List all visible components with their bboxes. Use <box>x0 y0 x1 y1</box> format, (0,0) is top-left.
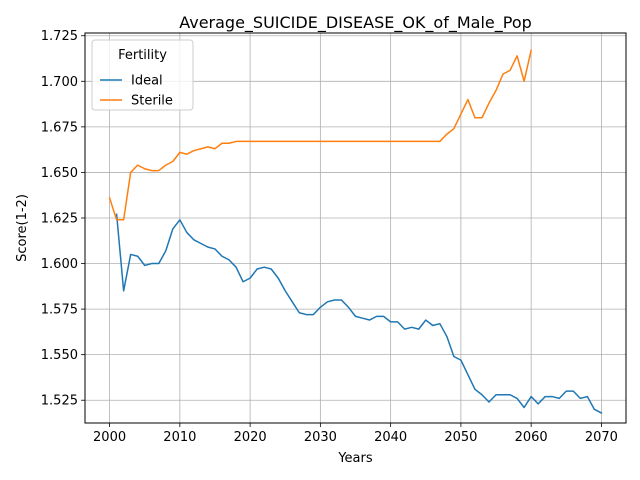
y-tick-label: 1.525 <box>41 394 78 409</box>
y-axis-ticks: 1.525 1.550 1.575 1.600 1.625 1.650 1.675 1.700… <box>41 29 85 409</box>
x-axis-ticks: 2000 2010 2020 2030 2040 2050 2060 2070 <box>93 423 618 445</box>
y-tick-label: 1.675 <box>41 120 78 135</box>
legend-label-sterile: Sterile <box>131 94 173 109</box>
x-tick-label: 2020 <box>234 430 267 445</box>
legend-label-ideal: Ideal <box>131 74 163 89</box>
y-tick-label: 1.575 <box>41 303 78 318</box>
legend-box <box>91 39 194 111</box>
plot-frame <box>84 32 627 424</box>
x-tick-label: 2070 <box>585 430 618 445</box>
y-tick-label: 1.600 <box>41 257 78 272</box>
x-tick-label: 2050 <box>444 430 477 445</box>
series-lines <box>108 49 603 414</box>
y-tick-label: 1.700 <box>41 75 78 90</box>
y-tick-label: 1.550 <box>41 348 78 363</box>
x-tick-label: 2060 <box>515 430 548 445</box>
grid-lines <box>85 33 626 423</box>
y-tick-label: 1.650 <box>41 166 78 181</box>
series-line-sterile <box>108 49 533 221</box>
x-tick-label: 2010 <box>163 430 196 445</box>
x-tick-label: 2030 <box>304 430 337 445</box>
x-tick-label: 2000 <box>93 430 126 445</box>
y-tick-label: 1.725 <box>41 29 78 44</box>
y-axis-label: Score(1-2) <box>15 194 30 262</box>
legend-title: Fertility <box>118 48 167 63</box>
x-tick-label: 2040 <box>374 430 407 445</box>
chart-title: Average_SUICIDE_DISEASE_OK_of_Male_Pop <box>179 13 532 33</box>
x-axis-label: Years <box>337 451 373 466</box>
series-line-ideal <box>115 213 603 414</box>
y-tick-label: 1.625 <box>41 211 78 226</box>
legend: Fertility Ideal Sterile <box>91 39 194 111</box>
